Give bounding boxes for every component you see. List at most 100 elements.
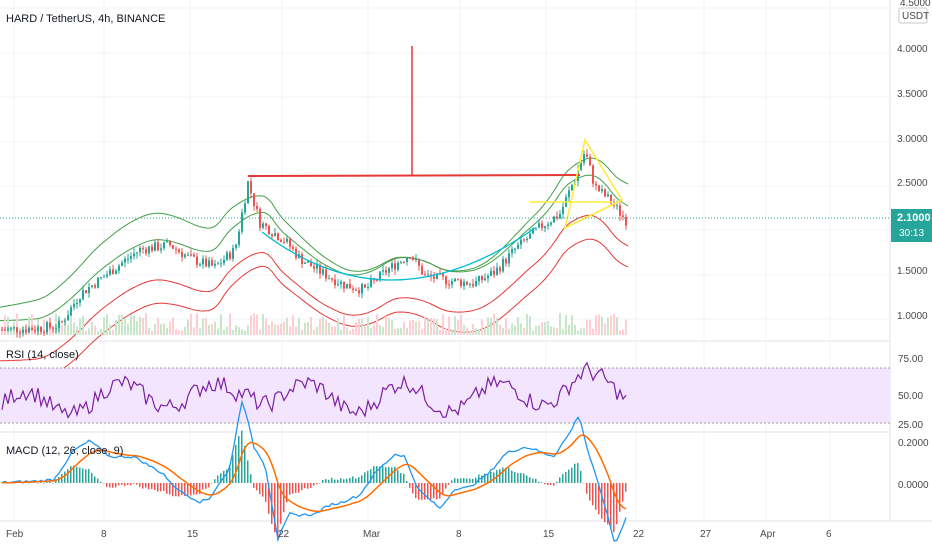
volume-bar (559, 313, 561, 335)
macd-histogram-bar (103, 483, 105, 484)
candle-body (22, 329, 24, 334)
candle-body (277, 233, 279, 241)
last-price-label (891, 209, 932, 242)
candle-body (352, 288, 354, 290)
candle-body (217, 263, 219, 265)
volume-bar (529, 316, 531, 335)
macd-histogram-bar (475, 477, 477, 483)
volume-bar (4, 315, 6, 335)
candle-body (403, 261, 405, 263)
volume-bar (208, 324, 210, 335)
candle-body (556, 216, 558, 219)
time-label: 15 (187, 529, 199, 540)
candle-body (244, 203, 246, 213)
macd-histogram-bar (517, 473, 519, 483)
volume-bar (217, 328, 219, 335)
price-axis[interactable]: 4.5000 USDT 4.0000 3.5000 3.0000 2.5000 … (891, 0, 932, 322)
macd-histogram-bar (607, 483, 609, 525)
candle-body (619, 205, 621, 216)
candle-body (250, 181, 252, 194)
candle-body (289, 238, 291, 247)
macd-histogram-bar (91, 472, 93, 483)
macd-pane[interactable]: MACD (12, 26, close, 9) 0.2000 0.0000 (1, 399, 929, 543)
time-axis[interactable]: Feb 8 15 22 Mar 8 15 22 27 Apr 6 (6, 529, 832, 540)
macd-histogram-bar (613, 483, 615, 533)
volume-bar (112, 329, 114, 335)
candle-body (343, 281, 345, 289)
candle-body (7, 328, 9, 331)
time-label: 6 (826, 529, 832, 540)
candle-body (133, 253, 135, 257)
macd-histogram-bar (604, 483, 606, 523)
rsi-pane[interactable]: RSI (14, close) 75.00 50.00 25.00 (0, 349, 923, 431)
rsi-line (1, 361, 627, 419)
candle-body (496, 267, 498, 275)
rsi-band (0, 368, 890, 423)
macd-histogram-bar (451, 480, 453, 483)
macd-histogram-bar (163, 483, 165, 491)
candle-body (553, 216, 555, 223)
macd-histogram-bar (193, 483, 195, 495)
candle-body (313, 266, 315, 269)
candle-body (622, 215, 624, 217)
volume-bar (583, 327, 585, 335)
volume-bar (523, 327, 525, 335)
volume-bar (196, 313, 198, 335)
macd-histogram-bar (283, 483, 285, 513)
volume-bar (517, 316, 519, 335)
candle-body (91, 285, 93, 288)
macd-histogram-bar (409, 483, 411, 488)
volume-bar (259, 329, 261, 335)
currency-badge-text: USDT (902, 11, 929, 22)
macd-histogram-bar (412, 483, 414, 494)
candle-body (358, 290, 360, 294)
volume-bar (610, 315, 612, 335)
user-drawings[interactable] (247, 46, 624, 281)
candle-body (268, 225, 270, 235)
macd-histogram-bar (304, 483, 306, 489)
candle-body (292, 246, 294, 249)
macd-histogram-bar (292, 483, 294, 494)
volume-bar (298, 317, 300, 335)
rsi-tick: 75.00 (898, 354, 923, 365)
volume-bar (436, 319, 438, 335)
candle-body (112, 269, 114, 275)
macd-histogram-bar (550, 483, 552, 486)
candle-body (190, 254, 192, 256)
macd-histogram-bar (298, 483, 300, 493)
volume-bar (82, 316, 84, 335)
macd-histogram-bar (400, 473, 402, 483)
volume-bar (277, 325, 279, 335)
candle-body (469, 283, 471, 285)
macd-histogram-bar (580, 470, 582, 483)
volume-bar (337, 317, 339, 335)
macd-histogram-bar (118, 483, 120, 486)
candle-body (13, 327, 15, 329)
volume-bar (172, 317, 174, 335)
candle-body (385, 270, 387, 273)
volume-bar (469, 330, 471, 335)
macd-histogram-bar (88, 469, 90, 483)
volume-bar (166, 328, 168, 335)
macd-histogram-bar (385, 467, 387, 483)
time-label: Feb (6, 529, 24, 540)
macd-histogram-bar (184, 483, 186, 496)
candle-body (508, 253, 510, 264)
volume-bar (544, 322, 546, 335)
candle-body (427, 274, 429, 276)
candle-body (61, 320, 63, 322)
volume-bar (403, 322, 405, 335)
candle-body (295, 248, 297, 258)
candle-body (229, 252, 231, 259)
macd-histogram-bar (502, 467, 504, 483)
macd-histogram-bar (556, 481, 558, 483)
macd-histogram-bar (286, 483, 288, 503)
volume-bar (430, 318, 432, 335)
macd-histogram-bar (460, 478, 462, 483)
macd-histogram-bar (175, 483, 177, 497)
macd-histogram-bar (139, 483, 141, 487)
candle-body (445, 276, 447, 285)
candle-body (412, 258, 414, 261)
macd-histogram-bar (211, 483, 213, 484)
